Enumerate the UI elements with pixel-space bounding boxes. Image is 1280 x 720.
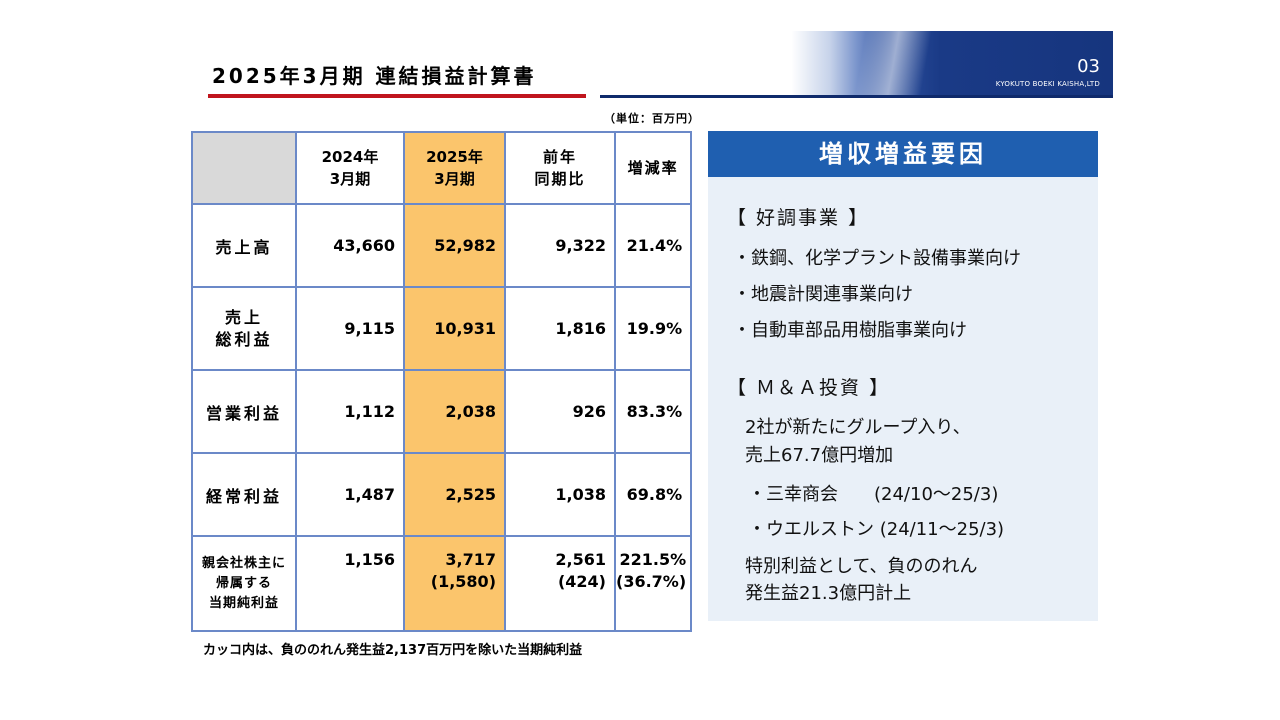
value-rate: 21.4% [613,203,693,288]
table-row: 売上高 43,660 52,982 9,322 21.4% [191,203,693,288]
acquired-company: ・ウエルストン (24/11～25/3) [748,519,1005,540]
ma-description: 2社が新たにグループ入り、 [745,417,971,438]
value-2025: 3,717 (1,580) [403,535,506,632]
value-rate: 19.9% [613,286,693,371]
value-2024: 1,156 [295,535,405,632]
row-label: 営業利益 [191,369,297,454]
value-yoy: 1,038 [504,452,616,537]
section-strong-business: 【 好調事業 】 [727,207,870,229]
ma-description: 売上67.7億円増加 [745,445,894,466]
footnote: カッコ内は、負ののれん発生益2,137百万円を除いた当期純利益 [203,643,583,658]
list-item: ・地震計関連事業向け [733,284,913,305]
row-label: 売上高 [191,203,297,288]
row-label: 経常利益 [191,452,297,537]
value-2024: 43,660 [295,203,405,288]
value-2025: 2,038 [403,369,506,454]
value-yoy: 926 [504,369,616,454]
value-yoy: 1,816 [504,286,616,371]
table-row: 営業利益 1,112 2,038 926 83.3% [191,369,693,454]
table-corner-cell [191,131,297,205]
value-2025: 2,525 [403,452,506,537]
table-row: 親会社株主に 帰属する 当期純利益 1,156 3,717 (1,580) 2,… [191,535,693,632]
acquired-company: ・三幸商会 (24/10～25/3) [748,484,999,505]
value-2025: 10,931 [403,286,506,371]
title-underline-red [208,94,586,98]
page-title: 2025年3月期 連結損益計算書 [212,64,537,88]
col-header-yoy: 前年 同期比 [504,131,616,205]
banner-light-streak [840,31,960,95]
income-statement-table: 2024年 3月期 2025年 3月期 前年 同期比 増減率 売上高 43,66… [191,131,693,632]
special-profit-note: 特別利益として、負ののれん [745,556,978,577]
value-rate: 69.8% [613,452,693,537]
table-row: 経常利益 1,487 2,525 1,038 69.8% [191,452,693,537]
row-label: 売上 総利益 [191,286,297,371]
value-rate: 221.5% (36.7%) [613,535,693,632]
list-item: ・自動車部品用樹脂事業向け [733,320,967,341]
list-item: ・鉄鋼、化学プラント設備事業向け [733,248,1021,269]
table-row: 売上 総利益 9,115 10,931 1,816 19.9% [191,286,693,371]
value-yoy: 9,322 [504,203,616,288]
value-2024: 1,487 [295,452,405,537]
header-rule-navy [600,95,1113,98]
value-yoy: 2,561 (424) [504,535,616,632]
unit-label: （単位：百万円） [604,112,700,125]
growth-factors-panel [708,176,1098,621]
company-name: KYOKUTO BOEKI KAISHA,LTD [995,80,1100,88]
special-profit-note: 発生益21.3億円計上 [745,583,912,604]
row-label: 親会社株主に 帰属する 当期純利益 [191,535,297,632]
section-ma-investment: 【 Ｍ＆Ａ投資 】 [727,377,891,399]
col-header-2024: 2024年 3月期 [295,131,405,205]
page-number: 03 [1077,56,1100,77]
col-header-2025: 2025年 3月期 [403,131,506,205]
table-header-row: 2024年 3月期 2025年 3月期 前年 同期比 増減率 [191,131,693,205]
value-2024: 1,112 [295,369,405,454]
value-2025: 52,982 [403,203,506,288]
panel-heading: 増収増益要因 [708,131,1098,177]
value-rate: 83.3% [613,369,693,454]
value-2024: 9,115 [295,286,405,371]
col-header-rate: 増減率 [613,131,693,205]
